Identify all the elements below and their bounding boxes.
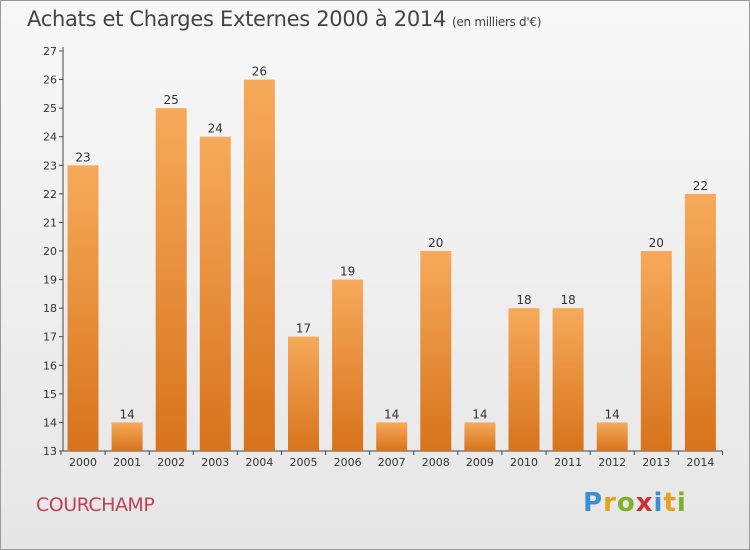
data-label-2003: 24 xyxy=(208,122,223,136)
bar-2001 xyxy=(111,422,143,451)
y-tick-label: 25 xyxy=(43,102,57,115)
bar-2008 xyxy=(420,251,452,451)
bar-2014 xyxy=(684,193,716,451)
data-label-2014: 22 xyxy=(693,179,708,193)
x-tick-label-2008: 2008 xyxy=(422,456,450,469)
x-tick-label-2003: 2003 xyxy=(201,456,229,469)
x-tick-label-2002: 2002 xyxy=(157,456,185,469)
x-tick-label-2001: 2001 xyxy=(113,456,141,469)
y-tick-label: 24 xyxy=(43,131,57,144)
y-tick-label: 14 xyxy=(43,416,57,429)
x-tick-label-2011: 2011 xyxy=(554,456,582,469)
x-tick-label-2004: 2004 xyxy=(245,456,273,469)
y-tick-label: 23 xyxy=(43,159,57,172)
logo-letter: i xyxy=(653,488,664,518)
y-tick-label: 18 xyxy=(43,302,57,315)
data-label-2001: 14 xyxy=(119,407,134,421)
x-tick-label-2009: 2009 xyxy=(466,456,494,469)
x-tick-label-2014: 2014 xyxy=(686,456,714,469)
y-tick-label: 26 xyxy=(43,74,57,87)
data-label-2011: 18 xyxy=(560,293,575,307)
logo-letter: i xyxy=(676,488,687,518)
logo-letter: x xyxy=(635,488,654,518)
bar-2002 xyxy=(155,108,187,452)
bar-2000 xyxy=(67,165,99,452)
axes: 13 14 15 16 17 18 19 20 21 22 23 24 25 26 27 2000 2001 20… xyxy=(43,45,723,469)
y-tick-label: 21 xyxy=(43,216,57,229)
x-tick-label-2013: 2013 xyxy=(642,456,670,469)
bar-2003 xyxy=(199,136,231,451)
bar-2004 xyxy=(243,79,275,452)
data-label-2009: 14 xyxy=(472,407,487,421)
data-label-2006: 19 xyxy=(340,265,355,279)
bar-2009 xyxy=(464,422,496,451)
data-label-2007: 14 xyxy=(384,407,399,421)
x-tick-label-2005: 2005 xyxy=(290,456,318,469)
logo-letter: P xyxy=(583,488,604,518)
data-label-2004: 26 xyxy=(252,65,267,79)
bars xyxy=(67,79,716,452)
chart-unit: (en milliers d'€) xyxy=(452,15,542,29)
data-labels: 23 14 25 24 26 17 19 14 20 14 18 18 14 20 22 xyxy=(75,65,708,422)
x-tick-label-2007: 2007 xyxy=(378,456,406,469)
x-tick-label-2010: 2010 xyxy=(510,456,538,469)
x-tick-label-2000: 2000 xyxy=(69,456,97,469)
y-tick-label: 17 xyxy=(43,331,57,344)
bar-2011 xyxy=(552,308,584,451)
y-tick-label: 19 xyxy=(43,274,57,287)
y-tick-label: 16 xyxy=(43,359,57,372)
x-tick-label-2012: 2012 xyxy=(598,456,626,469)
commune-name: COURCHAMP xyxy=(36,494,155,516)
bar-2012 xyxy=(596,422,628,451)
data-label-2000: 23 xyxy=(75,150,90,164)
logo-letter: o xyxy=(616,488,636,518)
y-tick-label: 15 xyxy=(43,388,57,401)
y-tick-label: 22 xyxy=(43,188,57,201)
data-label-2005: 17 xyxy=(296,322,311,336)
chart-title: Achats et Charges Externes 2000 à 2014 (e… xyxy=(27,7,541,31)
logo-letter: t xyxy=(663,488,677,518)
proxiti-logo[interactable]: Proxiti xyxy=(583,488,687,518)
bar-2010 xyxy=(508,308,540,451)
data-label-2008: 20 xyxy=(428,236,443,250)
data-label-2013: 20 xyxy=(649,236,664,250)
y-tick-label: 20 xyxy=(43,245,57,258)
y-tick-label: 27 xyxy=(43,45,57,58)
chart-title-text: Achats et Charges Externes 2000 à 2014 xyxy=(27,7,447,31)
data-label-2002: 25 xyxy=(164,93,179,107)
data-label-2012: 14 xyxy=(605,407,620,421)
y-tick-label: 13 xyxy=(43,445,57,458)
x-tick-label-2006: 2006 xyxy=(334,456,362,469)
bar-2005 xyxy=(288,336,319,451)
bar-2013 xyxy=(640,251,672,451)
logo-letter: r xyxy=(603,488,617,518)
bar-2007 xyxy=(376,422,408,451)
data-label-2010: 18 xyxy=(516,293,531,307)
bar-2006 xyxy=(332,279,364,451)
